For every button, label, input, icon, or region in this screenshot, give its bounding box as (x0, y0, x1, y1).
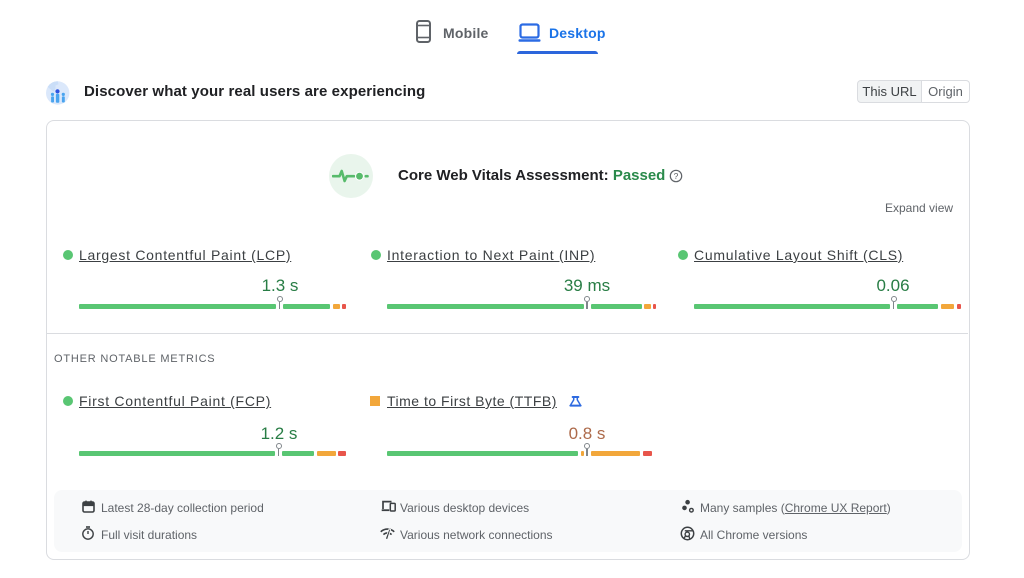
svg-text:?: ? (674, 171, 679, 181)
